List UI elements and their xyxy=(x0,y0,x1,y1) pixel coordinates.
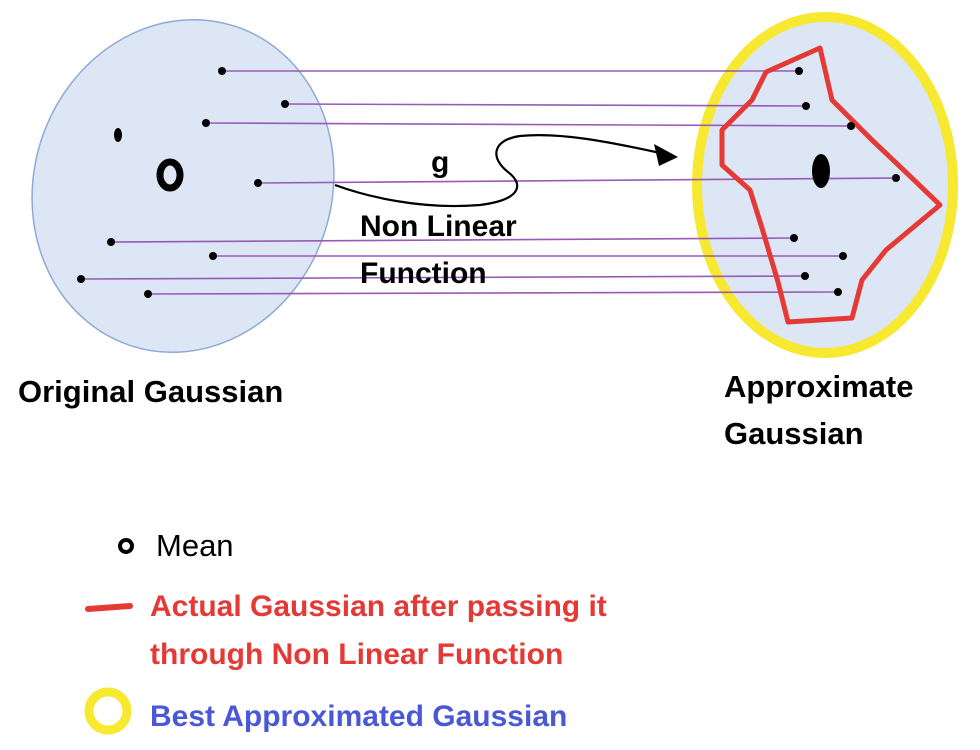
approximate-gaussian-label-line1: Approximate xyxy=(724,369,913,404)
transformed-point xyxy=(847,122,855,130)
legend-mean-label: Mean xyxy=(156,528,234,563)
arrowhead-icon xyxy=(654,144,678,166)
mapping-line xyxy=(147,291,839,295)
transformed-point xyxy=(802,102,810,110)
original-point xyxy=(254,179,262,187)
mapping-line xyxy=(284,103,807,107)
transformed-point xyxy=(892,174,900,182)
original-points xyxy=(77,67,289,298)
mean-legend-icon xyxy=(118,538,134,554)
legend: Mean Actual Gaussian after passing it th… xyxy=(84,528,607,735)
transformed-point xyxy=(801,272,809,280)
mapping-line xyxy=(257,177,897,184)
mapping-lines xyxy=(80,70,897,295)
legend-actual-line1: Actual Gaussian after passing it xyxy=(150,590,607,623)
mapping-line xyxy=(110,237,795,243)
approximate-mean-marker xyxy=(812,154,830,188)
original-mean-marker xyxy=(156,158,184,192)
original-point xyxy=(281,100,289,108)
nonlinear-function-arrow xyxy=(334,134,661,208)
original-point xyxy=(202,119,210,127)
original-gaussian-label: Original Gaussian xyxy=(18,374,283,409)
original-gaussian-ellipse xyxy=(31,18,335,354)
function-label-line2: Function xyxy=(360,257,487,290)
original-point xyxy=(144,290,152,298)
approximate-gaussian-label-line2: Gaussian xyxy=(724,416,864,451)
actual-gaussian-legend-icon xyxy=(85,603,133,612)
transformed-point xyxy=(790,234,798,242)
legend-actual-line2: through Non Linear Function xyxy=(150,638,563,671)
original-point xyxy=(209,252,217,260)
function-label-line1: Non Linear xyxy=(360,210,517,243)
mapping-line xyxy=(80,275,806,280)
function-name-label: g xyxy=(431,146,449,179)
original-point xyxy=(114,128,122,142)
transformed-point xyxy=(795,67,803,75)
original-point xyxy=(107,238,115,246)
transformed-point xyxy=(834,288,842,296)
transformed-points xyxy=(790,67,900,296)
best-gaussian-legend-icon xyxy=(84,687,132,735)
legend-best-label: Best Approximated Gaussian xyxy=(150,700,567,733)
original-point xyxy=(218,67,226,75)
actual-gaussian-outline xyxy=(719,45,943,325)
mapping-line xyxy=(205,122,852,127)
original-point xyxy=(77,275,85,283)
transformed-point xyxy=(839,252,847,260)
